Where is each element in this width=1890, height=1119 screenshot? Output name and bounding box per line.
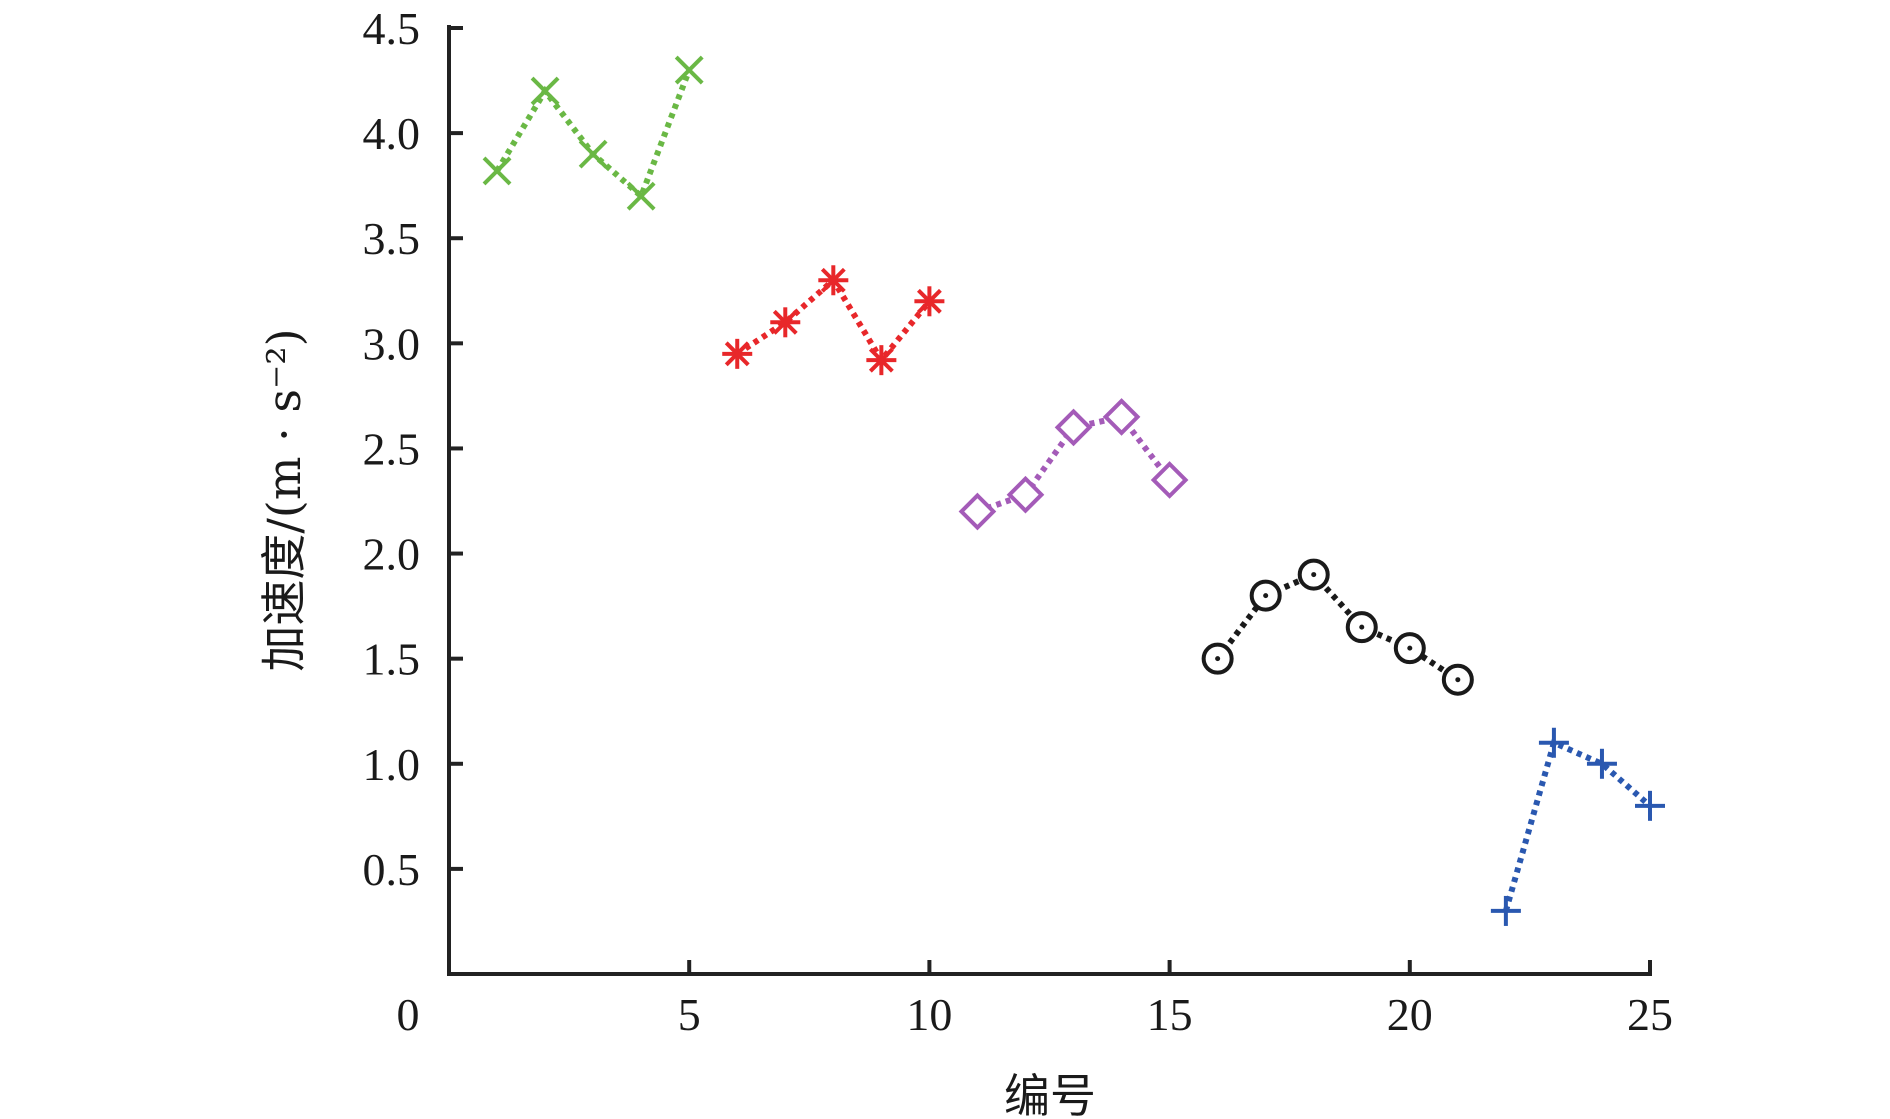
series-line (1502, 738, 1652, 912)
x-tick-label: 25 (1627, 989, 1673, 1040)
x-tick-label: 5 (678, 989, 701, 1040)
data-point (578, 139, 608, 169)
data-point (866, 345, 897, 376)
data-point (1006, 475, 1045, 514)
data-point (1538, 727, 1569, 758)
data-point (1054, 408, 1093, 447)
data-point (674, 55, 704, 85)
x-tick-label: 20 (1387, 989, 1433, 1040)
axes (447, 25, 1652, 976)
data-point (770, 307, 801, 338)
series-line (494, 68, 693, 202)
series-circle (1201, 558, 1474, 696)
y-axis-title: 加速度/(m · s⁻²) (257, 328, 311, 671)
y-tick-label: 4.5 (363, 3, 421, 54)
x-tick-label: 10 (906, 989, 952, 1040)
x-tick-label: 15 (1147, 989, 1193, 1040)
y-tick-label: 0.5 (363, 844, 421, 895)
data-point (482, 156, 512, 186)
y-tick-label: 1.5 (363, 634, 421, 685)
y-tick-label: 3.0 (363, 318, 421, 369)
data-point (1249, 579, 1282, 612)
data-point (958, 492, 997, 531)
data-point (722, 338, 753, 369)
data-point (1586, 748, 1617, 779)
y-tick-label: 3.5 (363, 213, 421, 264)
x-axis-title: 编号 (1004, 1069, 1096, 1119)
ticks: 0 5 10 15 20 25 0.5 1.0 1.5 2.0 2.5 3.0 3.5 4.0 4.5 (363, 3, 1674, 1040)
data-point (1201, 642, 1234, 675)
y-tick-label: 1.0 (363, 739, 421, 790)
y-tick-label: 4.0 (363, 108, 421, 159)
data-point (626, 181, 656, 211)
data-point (818, 265, 849, 296)
data-point (1490, 895, 1521, 926)
series-asterisk (722, 265, 945, 376)
data-point (530, 76, 560, 106)
data-point (1150, 461, 1189, 499)
data-point (1345, 611, 1378, 644)
data-point (1297, 558, 1330, 591)
series-plus (1490, 727, 1665, 926)
data-point (1441, 663, 1474, 696)
y-tick-label: 2.0 (363, 529, 421, 580)
series-diamond (958, 398, 1189, 531)
data-point (1102, 398, 1141, 436)
series-x (482, 55, 704, 211)
data-point (1393, 632, 1426, 665)
data-point (914, 286, 945, 317)
x-tick-label: 0 (397, 989, 420, 1040)
y-tick-label: 2.5 (363, 423, 421, 474)
series-layer (482, 55, 1665, 926)
data-point (1635, 790, 1665, 821)
